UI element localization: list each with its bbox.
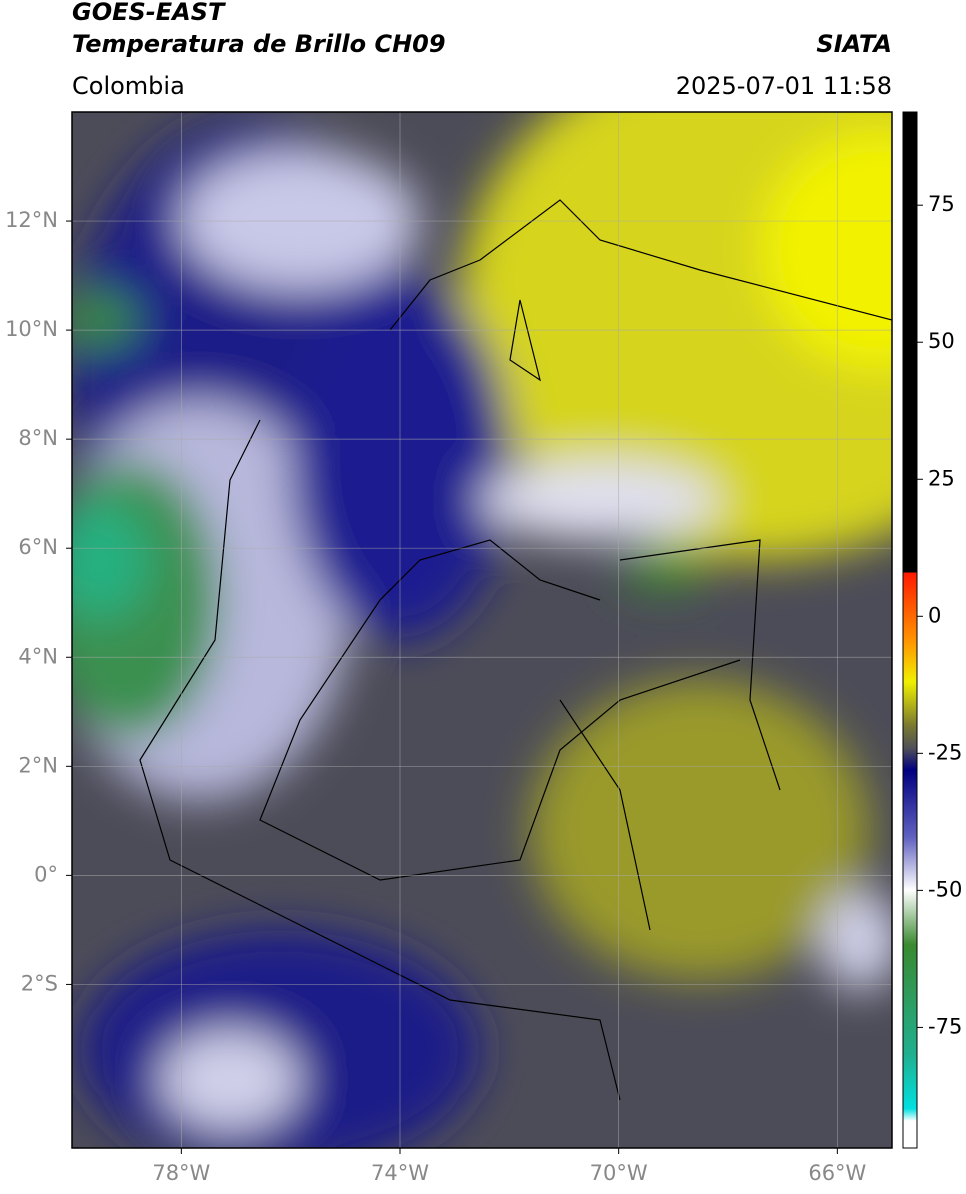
colorbar-tick-label: -25 xyxy=(928,740,962,764)
y-tick-label: 8°N xyxy=(18,426,58,450)
y-tick-label: 4°N xyxy=(18,644,58,668)
y-tick-label: 10°N xyxy=(5,317,58,341)
x-tick-label: 74°W xyxy=(371,1161,429,1185)
colorbar-tick-label: -50 xyxy=(928,877,962,901)
x-tick-label: 78°W xyxy=(152,1161,210,1185)
satellite-image xyxy=(72,112,892,1148)
colorbar-tick-label: -75 xyxy=(928,1014,962,1038)
region: Colombia xyxy=(72,72,185,100)
y-tick-label: 2°N xyxy=(18,753,58,777)
map-frame xyxy=(71,111,893,1149)
graticule xyxy=(72,112,892,1148)
datetime: 2025-07-01 11:58 xyxy=(676,72,892,100)
x-tick-label: 70°W xyxy=(590,1161,648,1185)
y-tick-label: 0° xyxy=(34,862,58,886)
source: SIATA xyxy=(816,30,892,58)
x-tick-label: 66°W xyxy=(808,1161,866,1185)
colorbar-tick-label: 75 xyxy=(928,192,955,216)
colorbar xyxy=(902,111,918,1149)
y-tick-label: 12°N xyxy=(5,208,58,232)
colorbar-tick-label: 0 xyxy=(928,603,941,627)
y-tick-label: 6°N xyxy=(18,535,58,559)
colorbar-tick-label: 50 xyxy=(928,329,955,353)
subtitle: Temperatura de Brillo CH09 xyxy=(72,30,446,58)
y-tick-label: 2°S xyxy=(21,971,58,995)
title: GOES-EAST xyxy=(72,0,226,26)
colorbar-tick-label: 25 xyxy=(928,466,955,490)
